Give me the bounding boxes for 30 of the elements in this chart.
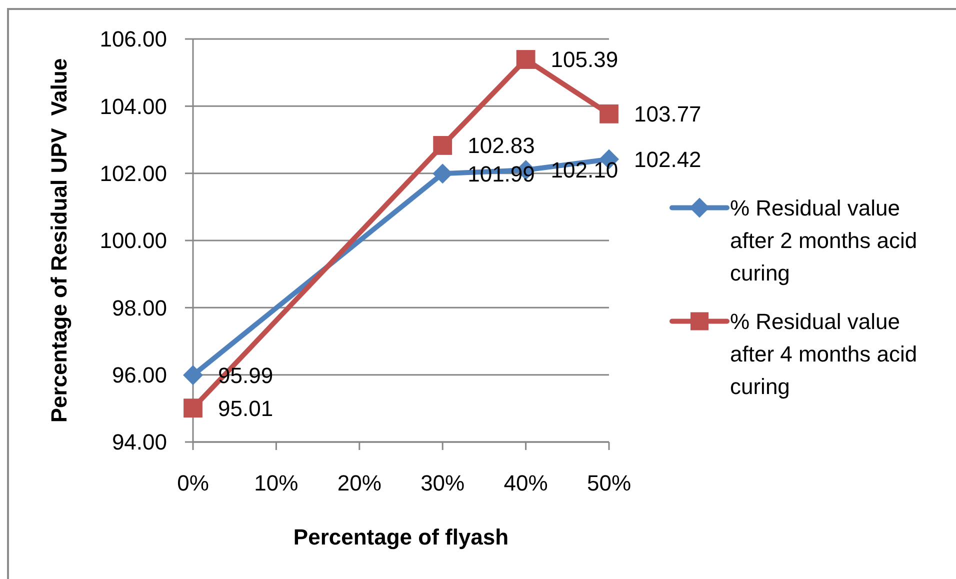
x-axis-title: Percentage of flyash xyxy=(293,524,509,550)
data-label: 102.42 xyxy=(634,146,702,172)
x-tick-label: 50% xyxy=(586,470,632,496)
y-tick-label: 100.00 xyxy=(100,228,167,254)
data-label: 102.10 xyxy=(550,158,618,183)
legend-label: % Residual value after 2 months acid curing xyxy=(730,195,918,286)
data-label: 101.99 xyxy=(468,161,535,186)
data-label: 95.01 xyxy=(218,396,274,421)
y-tick-label: 104.00 xyxy=(100,94,167,119)
y-tick-label: 98.00 xyxy=(112,295,167,320)
point xyxy=(432,164,453,184)
point xyxy=(600,104,618,124)
data-label: 105.39 xyxy=(550,47,618,72)
y-tick-label: 96.00 xyxy=(112,362,167,388)
point xyxy=(183,365,203,386)
point xyxy=(433,136,452,155)
x-tick-label: 10% xyxy=(254,470,298,496)
y-tick-label: 102.00 xyxy=(100,161,167,186)
x-tick-label: 40% xyxy=(504,470,548,496)
data-label: 102.83 xyxy=(468,133,535,158)
data-label: 103.77 xyxy=(634,102,702,127)
x-tick-label: 20% xyxy=(337,470,382,496)
point xyxy=(516,50,536,69)
legend-label: % Residual value after 4 months acid curing xyxy=(730,308,918,399)
x-tick-label: 30% xyxy=(420,470,465,496)
y-tick-label: 106.00 xyxy=(100,26,167,52)
y-tick-label: 94.00 xyxy=(112,430,167,455)
y-axis-title: Percentage of Residual UPV Value xyxy=(46,58,72,423)
point xyxy=(184,398,202,418)
x-tick-label: 0% xyxy=(177,470,209,496)
